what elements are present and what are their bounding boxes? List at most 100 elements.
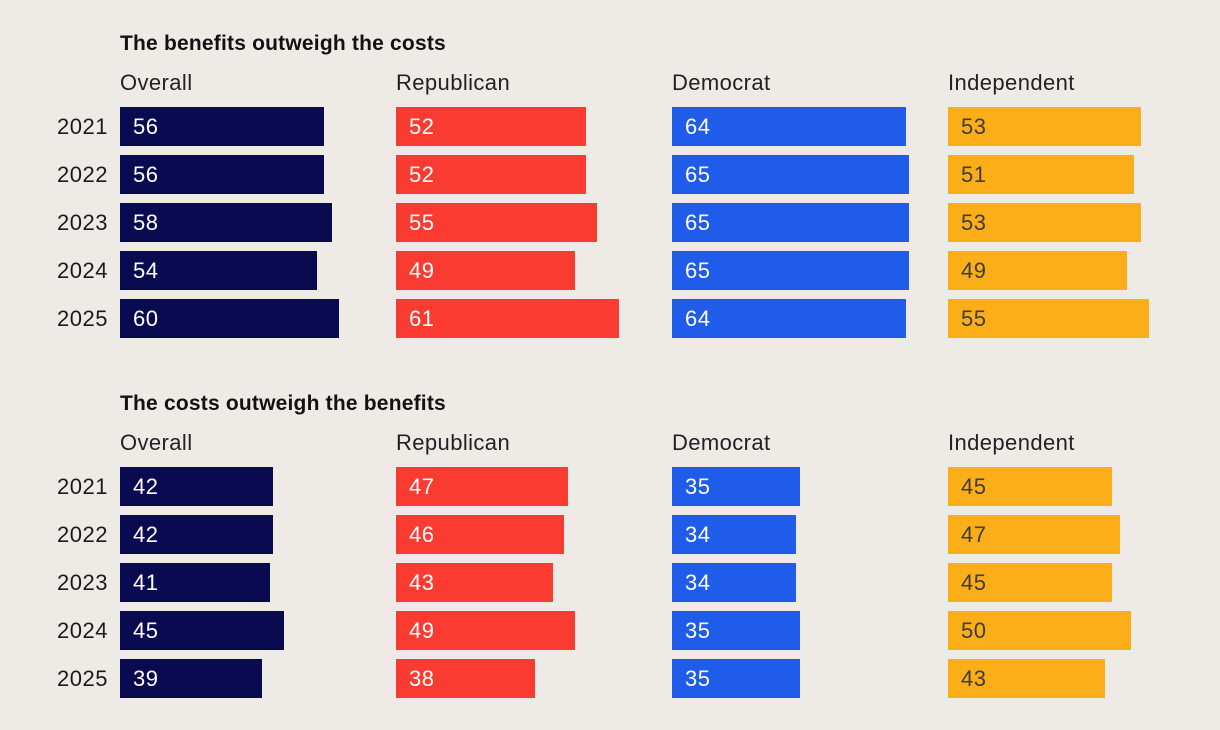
bar-democrat-2023: 65 (672, 203, 910, 242)
bar-independent-2025: 55 (948, 299, 1149, 338)
panel-costs-outweigh-benefits: The costs outweigh the benefits Overall R… (0, 392, 1220, 707)
bar-independent-2024: 49 (948, 251, 1127, 290)
bar-overall-2024: 45 (120, 611, 285, 650)
bar-cell: 35 (672, 467, 948, 515)
bar-value-label: 56 (133, 113, 159, 139)
bar-independent-2023: 45 (948, 563, 1113, 602)
bar-cell: 43 (948, 659, 1220, 707)
bar-value-label: 47 (409, 473, 435, 499)
bar-cell: 65 (672, 203, 948, 251)
bar-cell: 53 (948, 203, 1220, 251)
bar-cell: 49 (948, 251, 1220, 299)
bar-value-label: 45 (961, 473, 987, 499)
bar-value-label: 42 (133, 473, 159, 499)
column-header-independent: Independent (948, 70, 1075, 95)
bar-value-label: 35 (685, 665, 711, 691)
bar-cell: 45 (948, 563, 1220, 611)
bar-cell: 49 (396, 611, 672, 659)
bar-cell: 45 (120, 611, 396, 659)
panel-title: The benefits outweigh the costs (120, 32, 446, 55)
bar-independent-2022: 47 (948, 515, 1120, 554)
bar-republican-2021: 52 (396, 107, 586, 146)
bar-value-label: 43 (409, 569, 435, 595)
bar-rows: 2021 56 52 64 53 2022 56 52 65 51 2023 58 55 65 53 2024… (0, 107, 1220, 347)
year-label: 2021 (57, 474, 108, 499)
bar-cell: 39 (120, 659, 396, 707)
bar-value-label: 58 (133, 209, 159, 235)
bar-cell: 55 (948, 299, 1220, 347)
bar-value-label: 56 (133, 161, 159, 187)
chart-row-2024: 2024 54 49 65 49 (0, 251, 1220, 299)
bar-democrat-2023: 34 (672, 563, 797, 602)
bar-value-label: 64 (685, 305, 711, 331)
panel-benefits-outweigh-costs: The benefits outweigh the costs Overall R… (0, 32, 1220, 347)
bar-cell: 47 (948, 515, 1220, 563)
bar-cell: 42 (120, 515, 396, 563)
chart-row-2021: 2021 56 52 64 53 (0, 107, 1220, 155)
chart-row-2025: 2025 39 38 35 43 (0, 659, 1220, 707)
bar-independent-2024: 50 (948, 611, 1131, 650)
bar-value-label: 34 (685, 521, 711, 547)
bar-value-label: 64 (685, 113, 711, 139)
bar-overall-2023: 41 (120, 563, 270, 602)
bar-cell: 52 (396, 107, 672, 155)
bar-value-label: 45 (961, 569, 987, 595)
bar-overall-2022: 42 (120, 515, 274, 554)
chart-row-2023: 2023 41 43 34 45 (0, 563, 1220, 611)
column-header-overall: Overall (120, 70, 193, 95)
bar-cell: 64 (672, 107, 948, 155)
bar-value-label: 35 (685, 617, 711, 643)
bar-democrat-2025: 35 (672, 659, 800, 698)
bar-value-label: 46 (409, 521, 435, 547)
bar-cell: 65 (672, 155, 948, 203)
bar-democrat-2022: 65 (672, 155, 910, 194)
bar-cell: 58 (120, 203, 396, 251)
bar-democrat-2021: 35 (672, 467, 800, 506)
column-headers: Overall Republican Democrat Independent (0, 71, 1220, 95)
bar-republican-2023: 43 (396, 563, 553, 602)
bar-value-label: 65 (685, 161, 711, 187)
bar-overall-2021: 56 (120, 107, 325, 146)
year-column-spacer (0, 71, 120, 95)
chart-row-2022: 2022 56 52 65 51 (0, 155, 1220, 203)
column-header-democrat: Democrat (672, 430, 771, 455)
bar-value-label: 61 (409, 305, 435, 331)
bar-value-label: 45 (133, 617, 159, 643)
bar-cell: 38 (396, 659, 672, 707)
bar-value-label: 52 (409, 161, 435, 187)
bar-cell: 60 (120, 299, 396, 347)
bar-cell: 56 (120, 155, 396, 203)
bar-independent-2025: 43 (948, 659, 1105, 698)
year-label: 2023 (57, 210, 108, 235)
bar-value-label: 47 (961, 521, 987, 547)
bar-value-label: 55 (961, 305, 987, 331)
bar-republican-2023: 55 (396, 203, 597, 242)
bar-overall-2021: 42 (120, 467, 274, 506)
year-label: 2024 (57, 258, 108, 283)
bar-cell: 42 (120, 467, 396, 515)
bar-value-label: 43 (961, 665, 987, 691)
year-label: 2021 (57, 114, 108, 139)
bar-democrat-2022: 34 (672, 515, 797, 554)
bar-cell: 61 (396, 299, 672, 347)
bar-overall-2022: 56 (120, 155, 325, 194)
bar-cell: 46 (396, 515, 672, 563)
chart-row-2025: 2025 60 61 64 55 (0, 299, 1220, 347)
bar-cell: 50 (948, 611, 1220, 659)
bar-republican-2022: 46 (396, 515, 564, 554)
bar-cell: 51 (948, 155, 1220, 203)
bar-rows: 2021 42 47 35 45 2022 42 46 34 47 2023 41 43 34 45 2024… (0, 467, 1220, 707)
bar-cell: 41 (120, 563, 396, 611)
bar-democrat-2025: 64 (672, 299, 906, 338)
bar-cell: 64 (672, 299, 948, 347)
bar-overall-2023: 58 (120, 203, 332, 242)
bar-republican-2025: 38 (396, 659, 535, 698)
bar-republican-2022: 52 (396, 155, 586, 194)
bar-democrat-2021: 64 (672, 107, 906, 146)
column-header-independent: Independent (948, 430, 1075, 455)
year-label: 2022 (57, 162, 108, 187)
column-header-republican: Republican (396, 70, 511, 95)
bar-republican-2021: 47 (396, 467, 568, 506)
bar-value-label: 51 (961, 161, 987, 187)
